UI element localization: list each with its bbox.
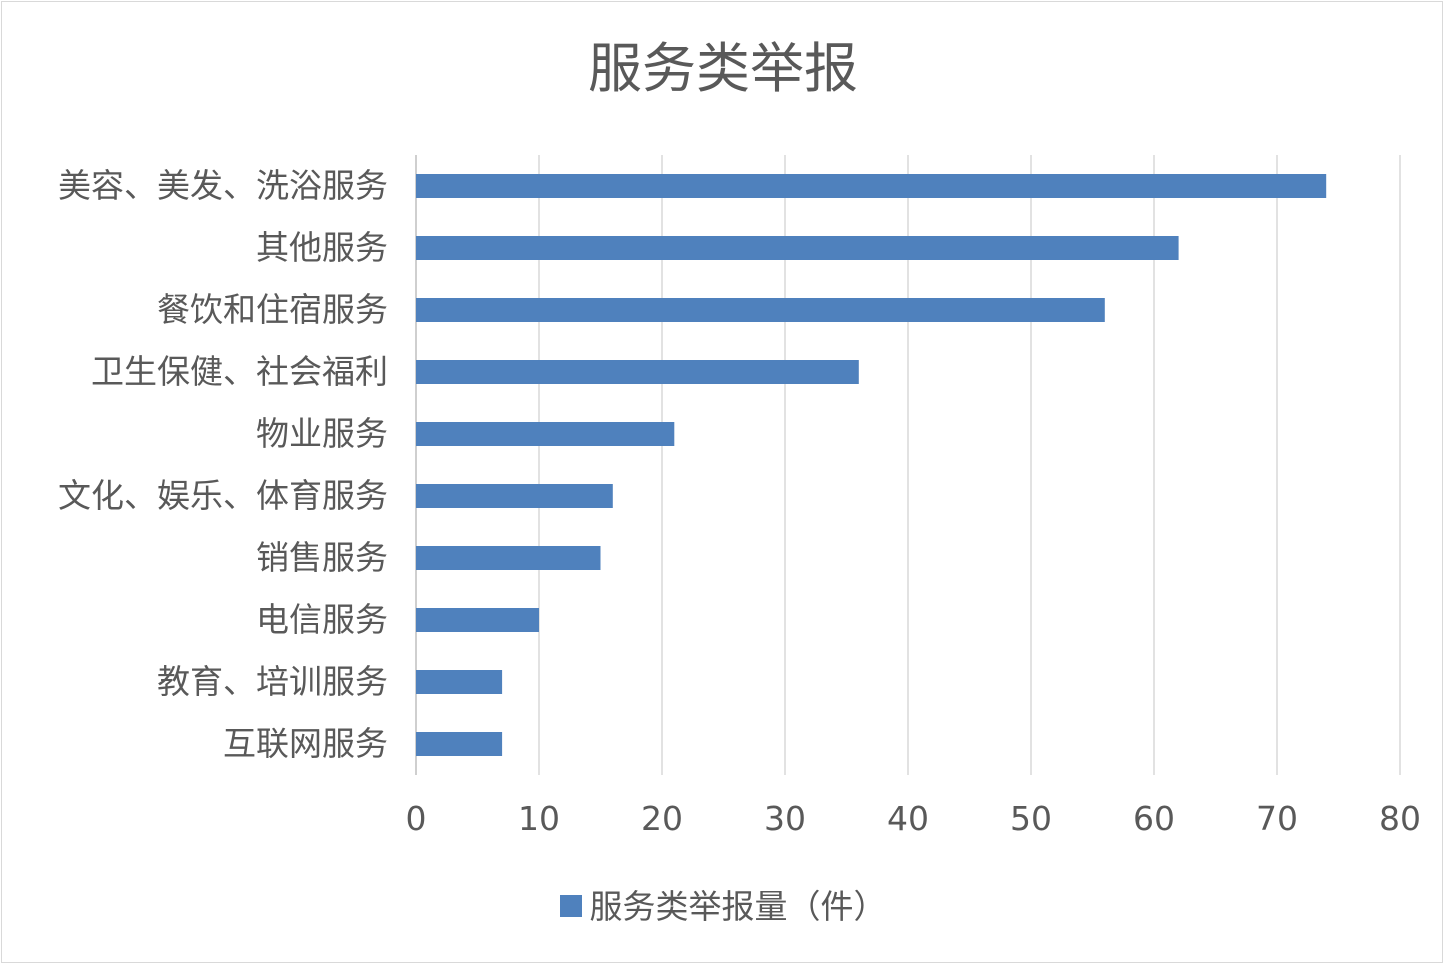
legend-swatch: [559, 895, 582, 917]
category-label: 物业服务: [256, 414, 388, 453]
legend: 服务类举报量（件）: [0, 880, 1446, 928]
chart-title: 服务类举报: [588, 37, 858, 100]
bar: [416, 484, 613, 508]
category-label: 销售服务: [256, 538, 388, 577]
category-label: 卫生保健、社会福利: [91, 352, 388, 391]
bar: [416, 732, 503, 756]
bar: [416, 546, 601, 570]
legend-label: 服务类举报量（件）: [589, 887, 887, 926]
category-label: 电信服务: [256, 600, 388, 639]
category-label: 教育、培训服务: [157, 662, 388, 701]
x-tick-label: 20: [641, 799, 683, 838]
x-tick-label: 60: [1133, 799, 1175, 838]
x-tick-label: 50: [1010, 799, 1052, 838]
bar: [416, 360, 859, 384]
category-label: 文化、娱乐、体育服务: [58, 476, 388, 515]
category-label: 餐饮和住宿服务: [157, 290, 388, 329]
x-tick-label: 30: [764, 799, 806, 838]
bar: [416, 236, 1179, 260]
x-tick-label: 10: [518, 799, 560, 838]
bar: [416, 298, 1105, 322]
bar: [416, 422, 675, 446]
x-tick-label: 40: [887, 799, 929, 838]
x-tick-label: 0: [406, 799, 427, 838]
x-tick-label: 70: [1256, 799, 1298, 838]
x-tick-label: 80: [1379, 799, 1421, 838]
bar: [416, 608, 539, 632]
category-label: 美容、美发、洗浴服务: [58, 166, 388, 205]
category-label: 其他服务: [256, 228, 388, 267]
bar: [416, 174, 1327, 198]
bar: [416, 670, 503, 694]
category-label: 互联网服务: [223, 724, 388, 763]
